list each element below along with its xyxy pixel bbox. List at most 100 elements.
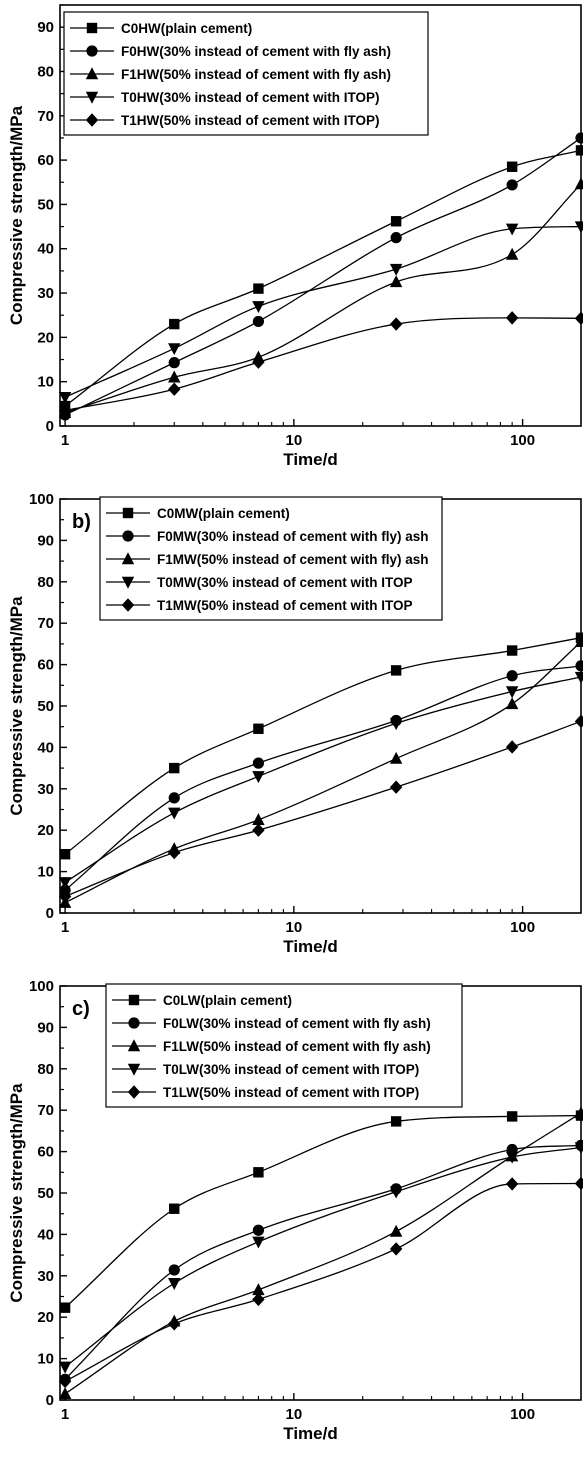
data-point — [58, 403, 72, 418]
data-point — [252, 823, 265, 837]
y-tick-label: 40 — [37, 241, 54, 258]
y-tick-label: 100 — [29, 491, 54, 508]
y-tick-label: 20 — [37, 1309, 54, 1326]
y-axis: 0 10 20 30 40 50 60 70 80 90 — [37, 4, 67, 435]
legend-marker — [122, 507, 134, 519]
data-point — [389, 751, 403, 764]
legend-item: C0MW(plain cement) — [106, 506, 290, 521]
y-axis-title: Compressive strength/MPa — [7, 105, 26, 325]
series-circle — [59, 132, 583, 421]
y-tick-label: 10 — [37, 374, 54, 391]
legend-label: F1MW(50% instead of cement with fly) ash — [157, 552, 429, 567]
legend-marker — [121, 598, 135, 612]
series-group — [58, 1106, 583, 1399]
legend-item: T0HW(30% instead of cement with ITOP) — [70, 90, 380, 105]
data-point — [168, 845, 181, 860]
panel-label: c) — [72, 998, 90, 1020]
legend-box — [99, 496, 443, 621]
data-point — [169, 318, 180, 330]
data-point — [168, 370, 181, 383]
legend-marker — [122, 530, 134, 542]
legend-label: F0HW(30% instead of cement with fly ash) — [121, 44, 391, 59]
y-tick-label: 0 — [46, 418, 54, 435]
data-point — [168, 382, 181, 396]
series-triangle-down — [58, 671, 583, 890]
data-point — [389, 1186, 403, 1199]
data-point — [506, 670, 518, 682]
y-tick-label: 40 — [37, 739, 54, 756]
data-point — [506, 1111, 518, 1122]
data-point — [389, 317, 403, 331]
data-point — [58, 877, 72, 890]
series-line — [64, 137, 582, 416]
series-triangle-down — [58, 1142, 583, 1374]
y-tick-label: 10 — [37, 864, 54, 881]
x-tick-label: 10 — [286, 919, 303, 936]
series-group — [58, 632, 583, 908]
data-point — [575, 632, 583, 643]
legend-item: C0LW(plain cement) — [112, 993, 292, 1008]
y-tick-label: 60 — [37, 657, 54, 674]
legend-marker — [85, 91, 99, 104]
data-point — [169, 1203, 180, 1214]
legend-box — [105, 983, 463, 1108]
data-point — [575, 132, 583, 144]
data-point — [574, 1106, 583, 1119]
data-point — [58, 391, 72, 404]
data-point — [252, 813, 265, 826]
data-point — [168, 1317, 181, 1331]
data-point — [506, 645, 518, 656]
series-line — [64, 1114, 582, 1309]
legend: C0MW(plain cement) F0MW(30% instead of ce… — [99, 496, 443, 621]
x-tick-label: 1 — [61, 432, 69, 449]
data-point — [505, 1177, 519, 1191]
legend-item: F1LW(50% instead of cement with fly ash) — [112, 1039, 431, 1054]
data-point — [252, 315, 265, 328]
y-tick-label: 50 — [37, 196, 54, 213]
y-tick-label: 30 — [37, 781, 54, 798]
legend-marker — [127, 1085, 141, 1099]
chart-panel-a: 0 10 20 30 40 50 60 70 80 90 1 10 100 Time/d Compressi… — [0, 0, 583, 487]
data-point — [252, 757, 265, 769]
data-point — [505, 740, 519, 754]
data-point — [168, 792, 180, 804]
y-axis: 0 10 20 30 40 50 60 70 80 90 100 — [29, 491, 67, 922]
data-point — [252, 301, 265, 314]
x-tick-label: 1 — [61, 919, 69, 936]
data-point — [574, 1142, 583, 1155]
series-line — [64, 149, 582, 407]
y-tick-label: 0 — [46, 905, 54, 922]
legend-marker — [127, 1039, 141, 1052]
legend: C0LW(plain cement) F0LW(30% instead of ce… — [105, 983, 463, 1108]
x-tick-label: 10 — [286, 432, 303, 449]
data-point — [389, 780, 403, 794]
y-tick-label: 70 — [37, 108, 54, 125]
series-line — [64, 225, 582, 398]
series-circle — [59, 660, 583, 896]
y-tick-label: 60 — [37, 152, 54, 169]
x-axis: 1 10 100 — [61, 1393, 535, 1423]
series-circle — [59, 1139, 583, 1385]
legend-label: F1LW(50% instead of cement with fly ash) — [163, 1039, 431, 1054]
x-axis-title: Time/d — [283, 937, 337, 956]
series-line — [64, 317, 582, 412]
data-point — [390, 1116, 402, 1127]
legend-marker — [128, 1017, 140, 1029]
data-point — [389, 1224, 403, 1237]
x-axis: 1 10 100 — [61, 906, 535, 936]
series-square — [59, 632, 583, 860]
legend: C0HW(plain cement) F0HW(30% instead of ce… — [63, 11, 429, 136]
legend-item: T1LW(50% instead of cement with ITOP) — [112, 1085, 419, 1100]
y-tick-label: 10 — [37, 1351, 54, 1368]
chart-panel-c: 0 10 20 30 40 50 60 70 80 90 100 1 10 100 Time/d Compre… — [0, 974, 583, 1461]
legend-item: F0MW(30% instead of cement with fly) ash — [106, 529, 429, 544]
data-point — [390, 665, 402, 676]
legend-label: C0HW(plain cement) — [121, 21, 252, 36]
data-point — [574, 714, 583, 729]
x-tick-label: 100 — [510, 1406, 535, 1423]
data-point — [59, 849, 71, 860]
series-diamond — [58, 1176, 583, 1389]
data-point — [505, 223, 519, 236]
y-tick-label: 50 — [37, 698, 54, 715]
